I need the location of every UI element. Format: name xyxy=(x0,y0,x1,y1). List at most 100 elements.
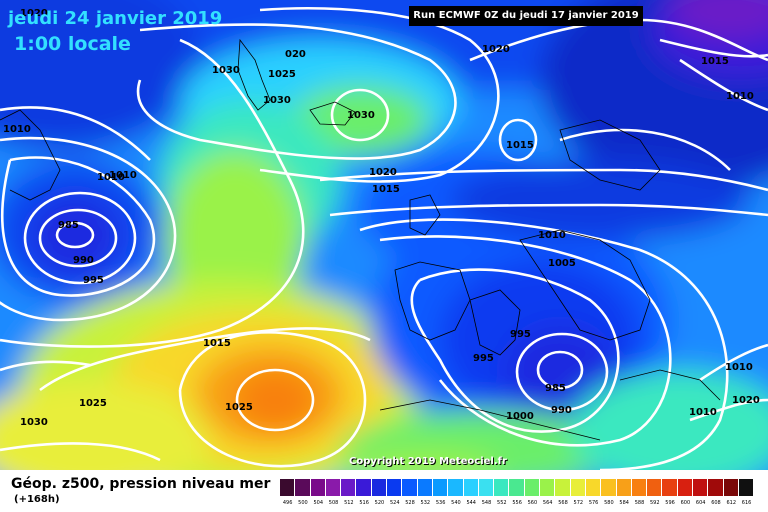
colorbar-cell xyxy=(463,479,479,496)
colorbar-cell xyxy=(601,479,617,496)
isobar-1030-center xyxy=(330,88,390,142)
colorbar-cell xyxy=(616,479,632,496)
legend-bar: Géop. z500, pression niveau mer (+168h) … xyxy=(0,470,768,512)
isobar-1015-south xyxy=(39,327,371,392)
isobar-label: 1010 xyxy=(726,91,754,102)
colorbar-tick-label: 496 xyxy=(282,500,293,506)
isobar-label: 1010 xyxy=(725,362,753,373)
isobar-990-greenland xyxy=(38,208,118,268)
coast-iberia-france xyxy=(394,261,471,341)
colorbar-tick-label: 528 xyxy=(405,500,415,506)
colorbar-cell xyxy=(723,479,739,496)
isobar-label: 1030 xyxy=(20,417,48,428)
isobar-label: 995 xyxy=(510,329,531,340)
colorbar-cell xyxy=(494,479,510,496)
coast-britain xyxy=(409,194,441,236)
isobar-995-europe xyxy=(410,268,620,433)
colorbar-cell xyxy=(356,479,372,496)
colorbar-tick-label: 596 xyxy=(665,500,675,506)
isobar-label: 1020 xyxy=(732,395,760,406)
isobar-label: 985 xyxy=(58,220,79,231)
isobar-label: 990 xyxy=(73,255,94,266)
isobar-label: 995 xyxy=(473,353,494,364)
coast-scandinavia xyxy=(559,119,661,191)
forecast-time: 1:00 locale xyxy=(14,33,131,55)
colorbar-tick-label: 512 xyxy=(344,500,354,506)
copyright-text: Copyright 2019 Meteociel.fr xyxy=(349,456,507,467)
isobar-985-europe xyxy=(536,350,584,390)
geopotential-map-svg: 1020 1010 1030 020 1025 1030 1020 1030 1… xyxy=(0,0,768,470)
isobar-label: 1020 xyxy=(369,167,397,178)
colorbar-tick-label: 608 xyxy=(711,500,721,506)
colorbar-cell xyxy=(738,479,755,496)
isobar-label: 1010 xyxy=(109,170,137,181)
colorbar-tick-label: 560 xyxy=(527,500,538,506)
colorbar-tick-label: 544 xyxy=(466,500,476,506)
isobar-1030-ridge xyxy=(136,23,457,160)
isobar-1015-west xyxy=(0,38,305,348)
colorbar xyxy=(280,479,755,496)
coast-greenland xyxy=(0,109,61,201)
isobar-1015-ne xyxy=(659,38,768,58)
colorbar-tick-label: 552 xyxy=(497,500,507,506)
isobar-label: 1030 xyxy=(263,95,291,106)
colorbar-cell xyxy=(585,479,602,496)
isobar-1015-scandi xyxy=(559,128,731,171)
colorbar-cell xyxy=(570,479,586,496)
isobar-label: 1025 xyxy=(79,398,107,409)
isobar-label: 1010 xyxy=(538,230,566,241)
coast-black-sea xyxy=(619,369,721,401)
isobar-1020-ridge xyxy=(259,7,500,183)
colorbar-cell xyxy=(341,479,357,496)
weather-map: 1020 1010 1030 020 1025 1030 1020 1030 1… xyxy=(0,0,768,470)
legend-subtitle: (+168h) xyxy=(14,494,60,505)
colorbar-tick-label: 616 xyxy=(741,500,752,506)
isobar-label: 1015 xyxy=(701,56,729,67)
isobar-1000-europe xyxy=(379,235,672,447)
isobar-985-greenland xyxy=(55,221,95,249)
isobar-1000-greenland xyxy=(1,156,156,297)
colorbar-cell xyxy=(371,479,388,496)
colorbar-tick-label: 516 xyxy=(359,500,369,506)
isobar-label: 1010 xyxy=(97,172,125,183)
colorbar-tick-label: 536 xyxy=(435,500,446,506)
isobar-1010-north xyxy=(0,106,151,161)
colorbar-tick-label: 572 xyxy=(573,500,584,506)
colorbar-tick-label: 604 xyxy=(695,500,706,506)
coast-italy-west xyxy=(469,289,521,356)
isobar-label: 1025 xyxy=(225,402,253,413)
isobar-label: 1015 xyxy=(372,184,400,195)
isobar-label: 1010 xyxy=(3,124,31,135)
colorbar-tick-label: 548 xyxy=(481,500,492,506)
isobar-label: 1020 xyxy=(20,8,48,19)
colorbar-cell xyxy=(693,479,709,496)
colorbar-cell xyxy=(325,479,342,496)
isobar-label: 1005 xyxy=(548,258,576,269)
isobar-label: 995 xyxy=(83,275,104,286)
colorbar-cell xyxy=(387,479,403,496)
colorbar-cell xyxy=(417,479,433,496)
colorbar-tick-label: 600 xyxy=(680,500,691,506)
colorbar-tick-label: 532 xyxy=(420,500,431,506)
isobar-1010-se xyxy=(699,343,768,382)
coastlines xyxy=(0,38,721,441)
isobar-1015-ring xyxy=(498,118,538,162)
colorbar-cell xyxy=(708,479,724,496)
isobar-label: 1010 xyxy=(689,407,717,418)
isobar-995-greenland xyxy=(23,191,137,285)
colorbar-cell xyxy=(647,479,663,496)
colorbar-tick-label: 576 xyxy=(588,500,599,506)
isobar-label: 990 xyxy=(551,405,572,416)
legend-title: Géop. z500, pression niveau mer xyxy=(11,476,271,492)
isobar-1025-azores xyxy=(235,368,315,432)
colorbar-tick-label: 500 xyxy=(298,500,308,506)
forecast-date: jeudi 24 janvier 2019 xyxy=(8,8,223,29)
colorbar-tick-label: 584 xyxy=(619,500,629,506)
colorbar-cell xyxy=(631,479,648,496)
isobar-label-group: 1020 1010 1030 020 1025 1030 1020 1030 1… xyxy=(3,8,760,428)
model-run-label: Run ECMWF 0Z du jeudi 17 janvier 2019 xyxy=(409,6,643,26)
colorbar-cell xyxy=(432,479,449,496)
colorbar-tick-label: 520 xyxy=(374,500,385,506)
isobar-label: 985 xyxy=(545,383,566,394)
colorbar-tick-label: 592 xyxy=(650,500,660,506)
